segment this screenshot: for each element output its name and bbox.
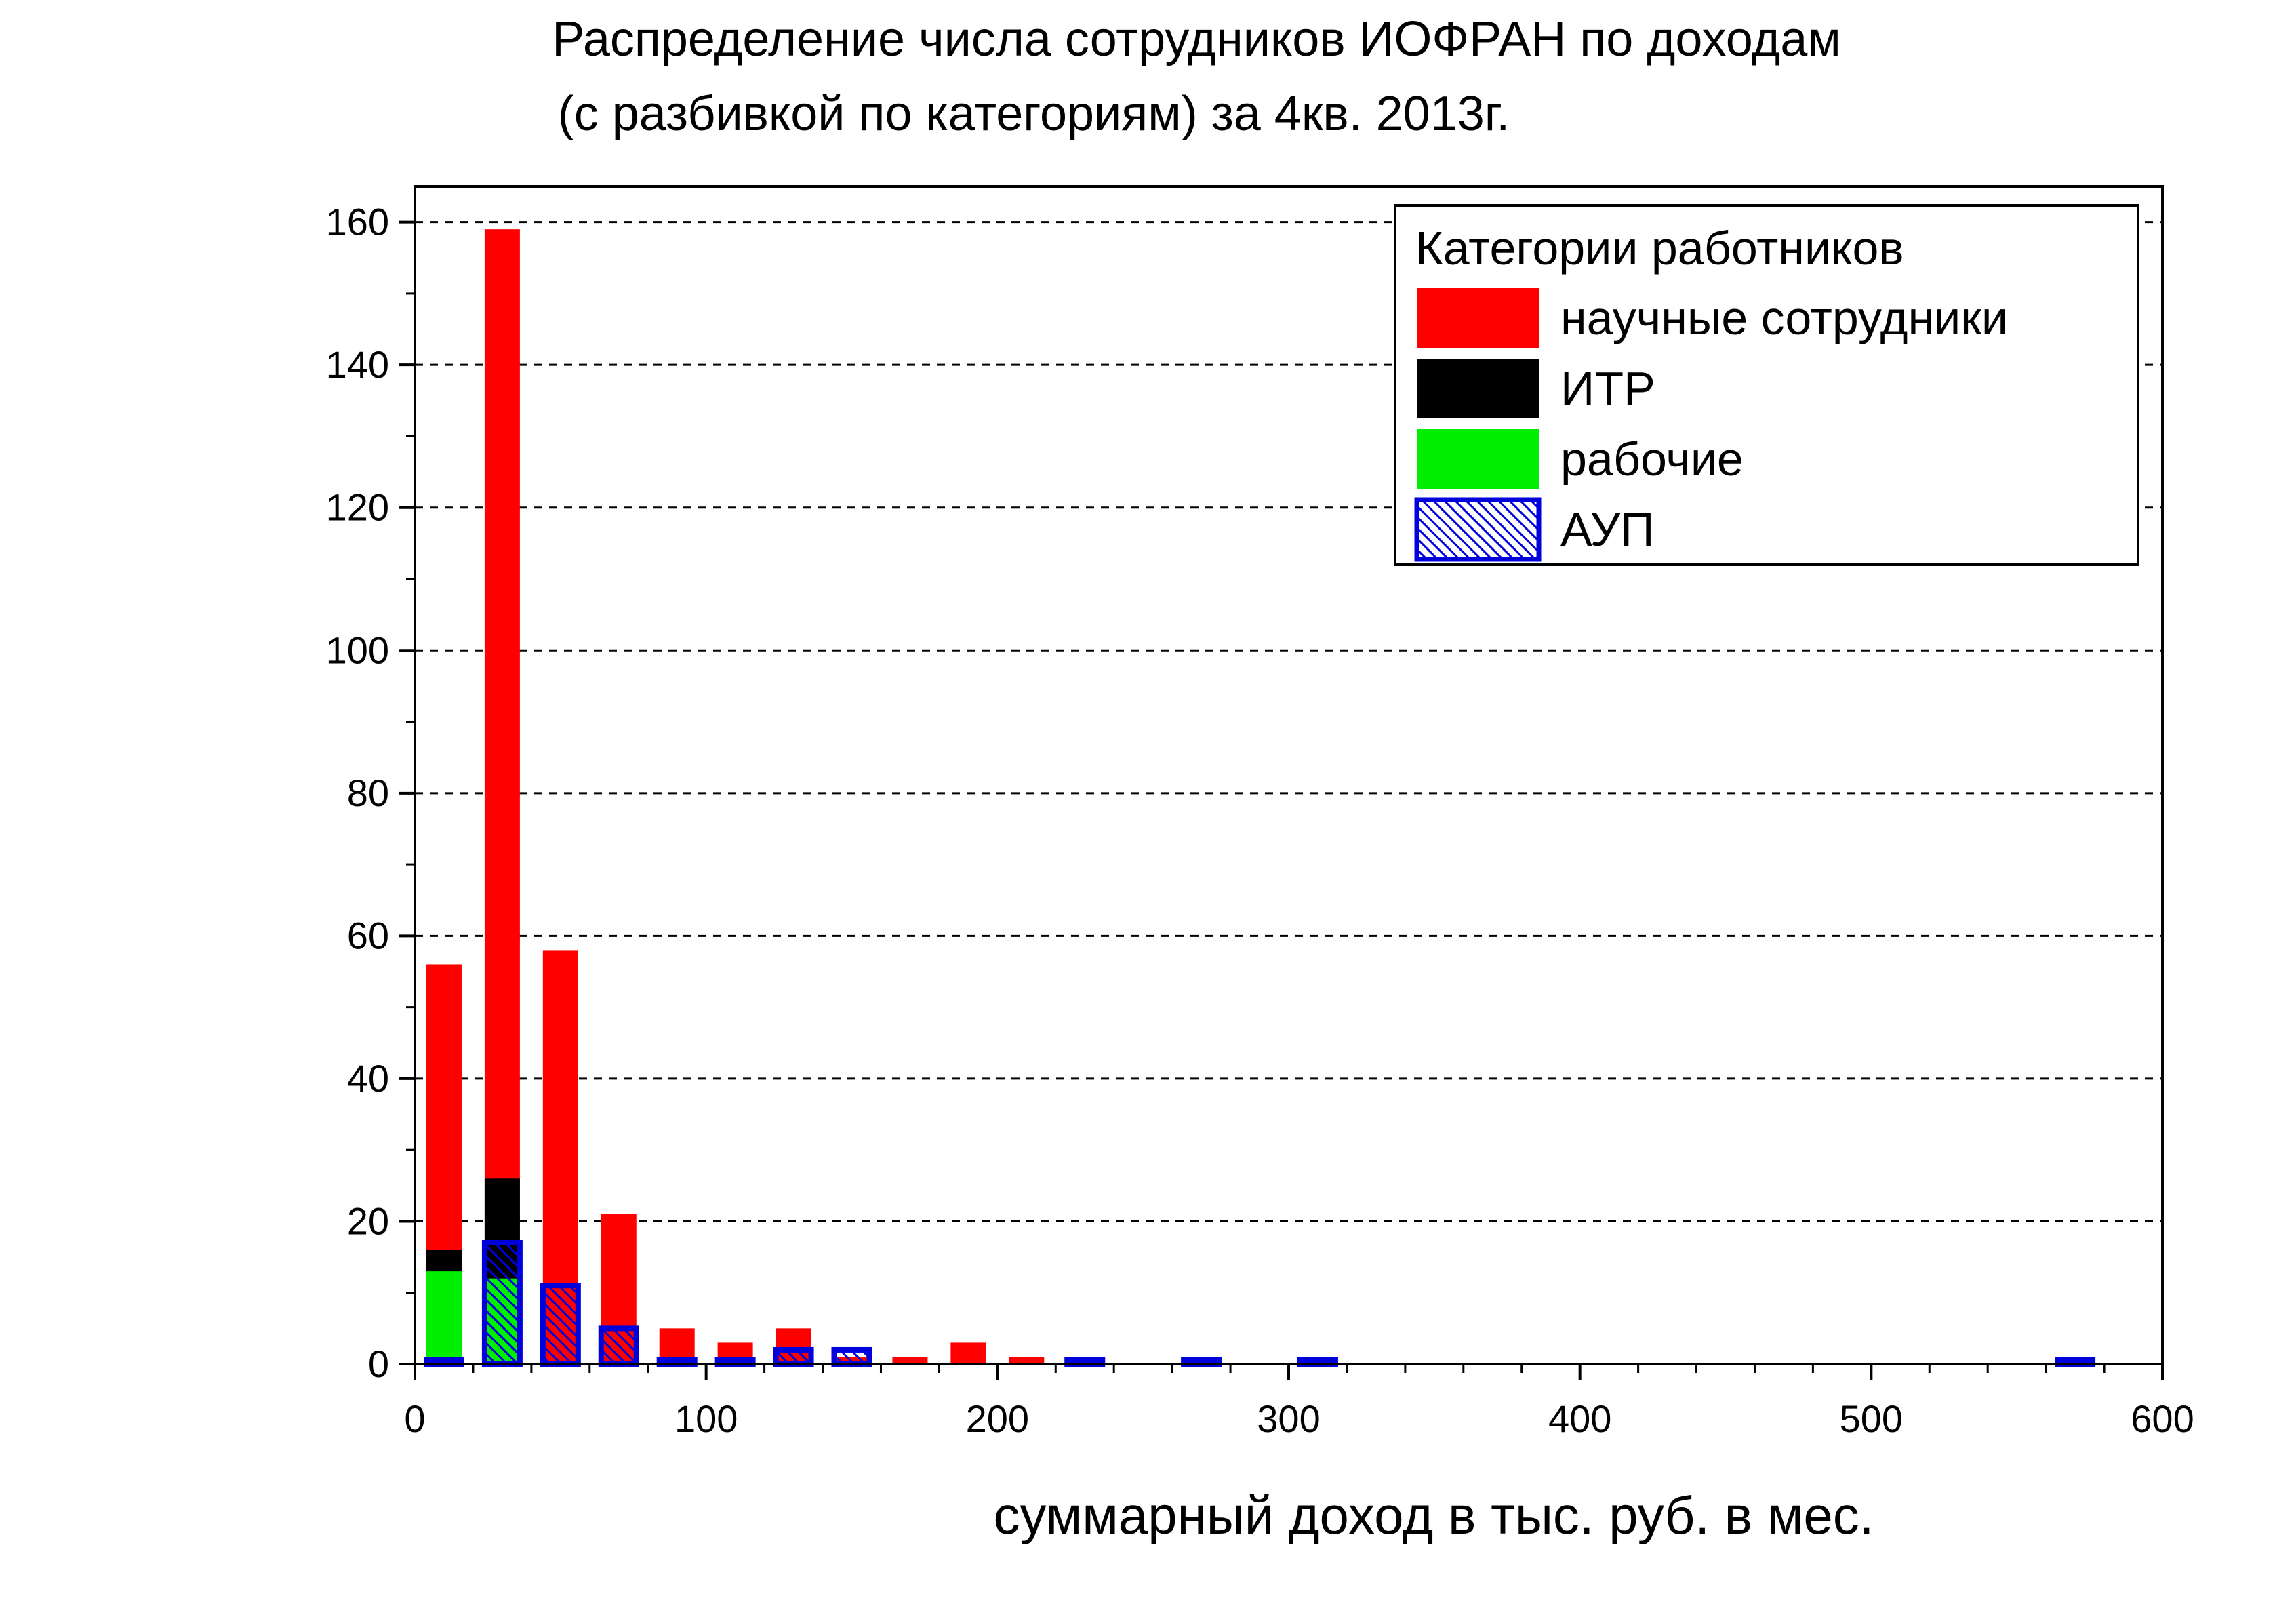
legend-label: рабочие xyxy=(1560,433,1744,485)
x-tick-label: 100 xyxy=(674,1397,738,1440)
x-tick-label: 0 xyxy=(404,1397,425,1440)
y-tick-label: 20 xyxy=(347,1199,389,1242)
legend-swatch xyxy=(1417,359,1539,418)
legend-swatch xyxy=(1414,497,1542,562)
legend-swatch xyxy=(1417,429,1539,489)
bar xyxy=(598,1325,639,1367)
bar xyxy=(831,1346,872,1367)
bar xyxy=(950,1342,986,1364)
bar xyxy=(426,1271,462,1364)
legend-title: Категории работников xyxy=(1415,222,1904,275)
bar xyxy=(484,229,520,1365)
bars xyxy=(423,229,2096,1367)
legend-label: ИТР xyxy=(1560,362,1655,415)
legend-entries: научные сотрудники ИТР рабочие АУП xyxy=(1414,288,2008,562)
chart-title-line2: (с разбивкой по категориям) за 4кв. 2013… xyxy=(558,87,1510,141)
legend-label: научные сотрудники xyxy=(1560,292,2008,344)
ticks: 0 100 200 300 400 500 600 0 20 40 60 80 100 120 140 160 xyxy=(326,201,2194,1440)
y-tick-label: 0 xyxy=(368,1342,389,1385)
y-tick-label: 80 xyxy=(347,772,389,814)
grid-lines xyxy=(415,221,2162,1222)
y-tick-label: 120 xyxy=(326,486,389,529)
y-tick-label: 100 xyxy=(326,628,389,671)
legend-label: АУП xyxy=(1560,503,1654,556)
x-tick-label: 300 xyxy=(1257,1397,1320,1440)
y-tick-label: 160 xyxy=(326,201,389,243)
x-tick-label: 200 xyxy=(966,1397,1029,1440)
y-tick-label: 140 xyxy=(326,343,389,386)
x-tick-label: 600 xyxy=(2131,1397,2194,1440)
bar xyxy=(892,1357,928,1364)
bar xyxy=(540,1283,581,1367)
y-tick-label: 60 xyxy=(347,914,389,957)
chart-title-line1: Распределение числа сотрудников ИОФРАН п… xyxy=(552,12,1841,66)
x-axis-title: суммарный доход в тыс. руб. в мес. xyxy=(994,1485,1874,1545)
x-tick-label: 500 xyxy=(1840,1397,1903,1440)
bar xyxy=(1009,1357,1045,1364)
bar xyxy=(481,1240,523,1367)
legend: Категории работников научные сотрудники И… xyxy=(1394,204,2139,566)
legend-swatch xyxy=(1417,288,1539,348)
bar xyxy=(773,1346,814,1367)
x-tick-label: 400 xyxy=(1548,1397,1611,1440)
y-tick-label: 40 xyxy=(347,1057,389,1100)
